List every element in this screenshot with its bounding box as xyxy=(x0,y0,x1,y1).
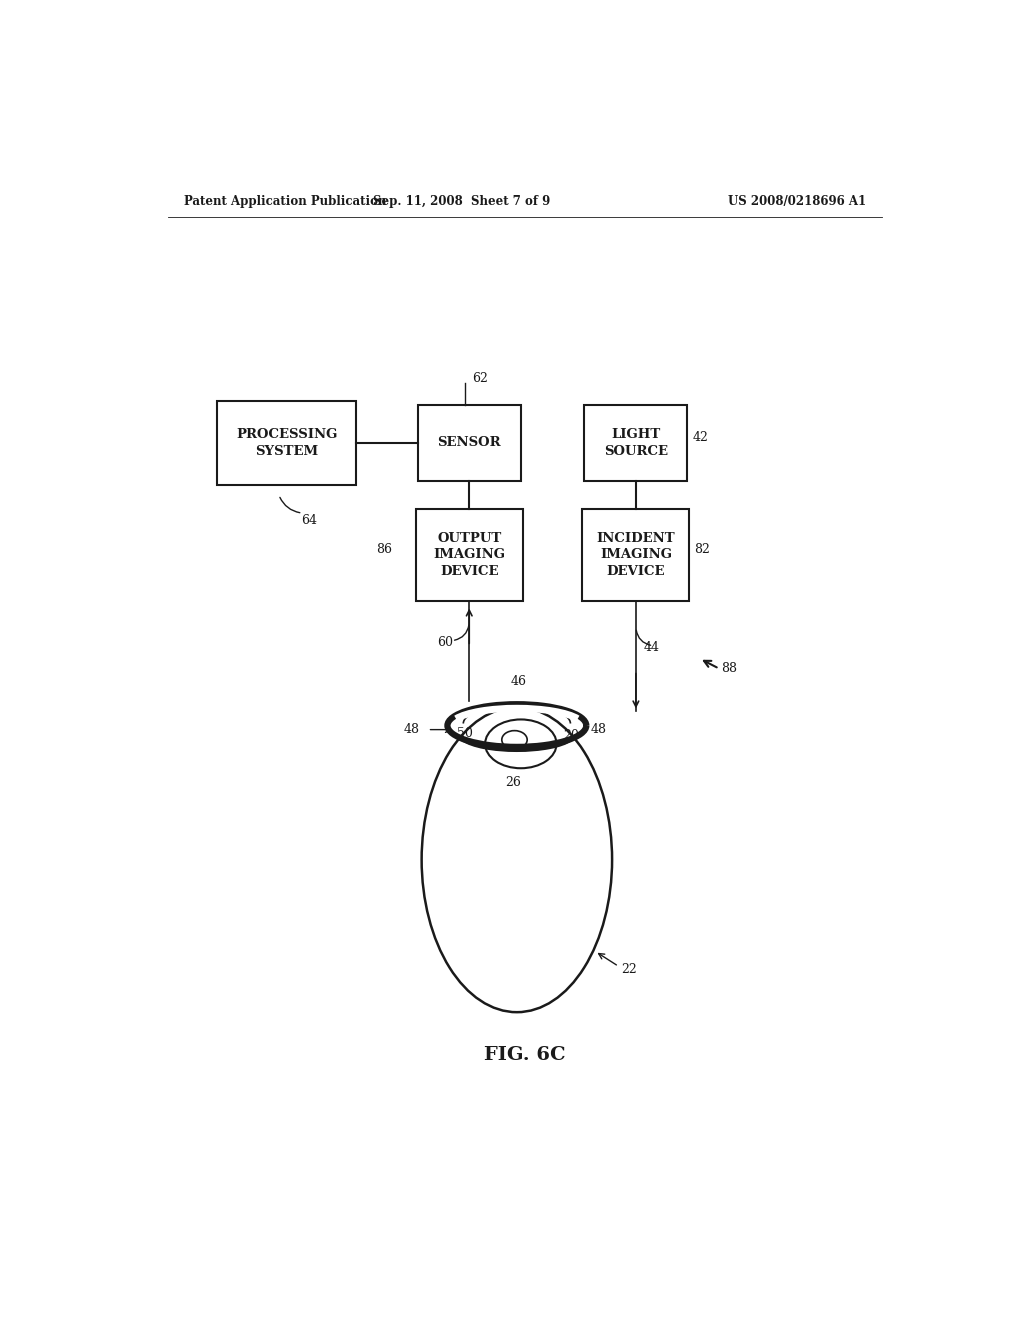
Text: INCIDENT
IMAGING
DEVICE: INCIDENT IMAGING DEVICE xyxy=(597,532,675,578)
Text: 22: 22 xyxy=(622,964,637,975)
Text: LIGHT
SOURCE: LIGHT SOURCE xyxy=(604,428,668,458)
Text: SENSOR: SENSOR xyxy=(437,437,501,450)
Text: 60: 60 xyxy=(437,636,454,649)
Text: 48: 48 xyxy=(403,723,420,737)
Text: 82: 82 xyxy=(694,544,710,556)
Text: 48: 48 xyxy=(590,723,606,737)
Text: 86: 86 xyxy=(376,544,392,556)
Text: 62: 62 xyxy=(472,372,487,385)
Text: 26: 26 xyxy=(505,776,521,789)
Text: OUTPUT
IMAGING
DEVICE: OUTPUT IMAGING DEVICE xyxy=(433,532,505,578)
Text: 42: 42 xyxy=(692,432,709,445)
Bar xyxy=(418,405,521,480)
Text: 20: 20 xyxy=(563,729,579,742)
Text: Sep. 11, 2008  Sheet 7 of 9: Sep. 11, 2008 Sheet 7 of 9 xyxy=(373,194,550,207)
Text: Patent Application Publication: Patent Application Publication xyxy=(183,194,386,207)
Text: FIG. 6C: FIG. 6C xyxy=(484,1045,565,1064)
Text: US 2008/0218696 A1: US 2008/0218696 A1 xyxy=(728,194,866,207)
Bar xyxy=(416,510,523,601)
Text: 44: 44 xyxy=(644,642,659,655)
Bar xyxy=(217,401,356,484)
Bar xyxy=(585,405,687,480)
Text: 50: 50 xyxy=(458,727,473,741)
Text: 46: 46 xyxy=(511,676,526,688)
Bar xyxy=(583,510,689,601)
Text: 64: 64 xyxy=(301,513,317,527)
Text: PROCESSING
SYSTEM: PROCESSING SYSTEM xyxy=(237,428,337,458)
Text: 88: 88 xyxy=(722,663,737,675)
